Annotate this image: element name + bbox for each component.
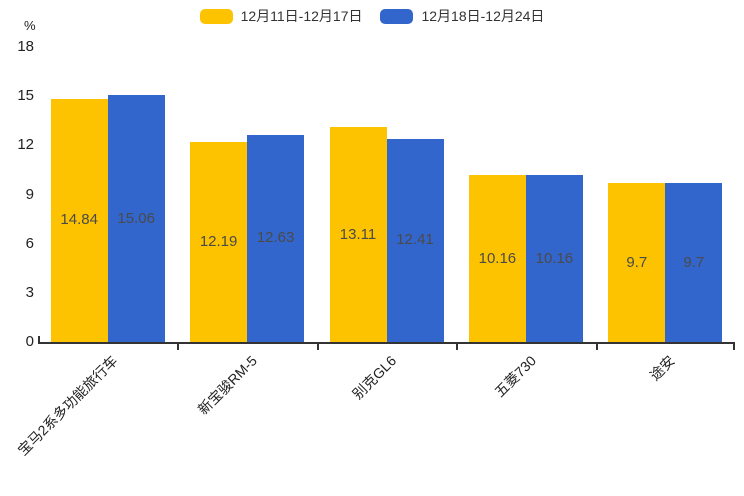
bar-series-2: 15.06 [107,95,165,342]
bar-series-1: 13.11 [329,127,387,342]
y-axis-unit-label: % [24,18,36,33]
y-axis-tick-label: 0 [25,333,34,350]
x-axis-tick [177,344,180,350]
x-axis-tick [733,344,735,350]
bar-value-label: 12.19 [199,233,238,251]
x-axis-tick [595,344,598,350]
legend-swatch-icon [380,8,414,24]
bar-value-label: 12.41 [396,231,434,249]
x-axis-tick [316,344,319,350]
x-axis-category-label: 途安 [646,352,679,384]
x-axis-category-label: 五菱730 [491,352,539,401]
x-axis-tick [456,344,459,350]
legend-item[interactable]: 12月18日-12月24日 [380,6,544,26]
bar-series-1: 14.84 [50,98,108,342]
x-axis-category-label: 别克GL6 [349,352,400,403]
bar-series-2: 10.16 [525,175,583,342]
legend-label: 12月18日-12月24日 [421,8,545,24]
bar-value-label: 15.06 [117,209,155,227]
bar-series-2: 12.41 [386,138,444,342]
y-axis-tick-label: 6 [25,234,34,252]
bar-value-label: 13.11 [339,225,377,243]
x-axis-line [38,342,735,344]
y-axis-tick-label: 9 [25,185,34,203]
bar-value-label: 14.84 [60,211,98,229]
legend-item[interactable]: 12月11日-12月17日 [199,6,363,26]
bar-value-label: 9.7 [683,253,705,271]
bar-value-label: 9.7 [626,253,648,271]
legend-label: 12月11日-12月17日 [240,8,363,24]
bar-value-label: 12.63 [256,229,295,247]
bar-series-2: 12.63 [247,135,305,342]
bar-series-1: 10.16 [468,175,526,342]
bar-value-label: 10.16 [535,249,574,267]
x-axis-category-label: 宝马2系多功能旅行车 [14,352,121,459]
x-axis-tick [38,336,40,342]
y-axis-tick-label: 12 [17,136,34,154]
bar-series-1: 9.7 [608,183,666,342]
bar-series-2: 9.7 [665,183,723,342]
legend-swatch-icon [199,8,233,24]
y-axis-tick-label: 3 [25,283,34,301]
legend: 12月11日-12月17日 12月18日-12月24日 [0,6,744,26]
y-axis-tick-label: 15 [17,87,34,105]
bar-value-label: 10.16 [478,249,517,267]
y-axis-tick-label: 18 [17,38,34,55]
x-axis-category-label: 新宝骏RM-5 [194,352,260,418]
bar-series-1: 12.19 [190,142,248,342]
